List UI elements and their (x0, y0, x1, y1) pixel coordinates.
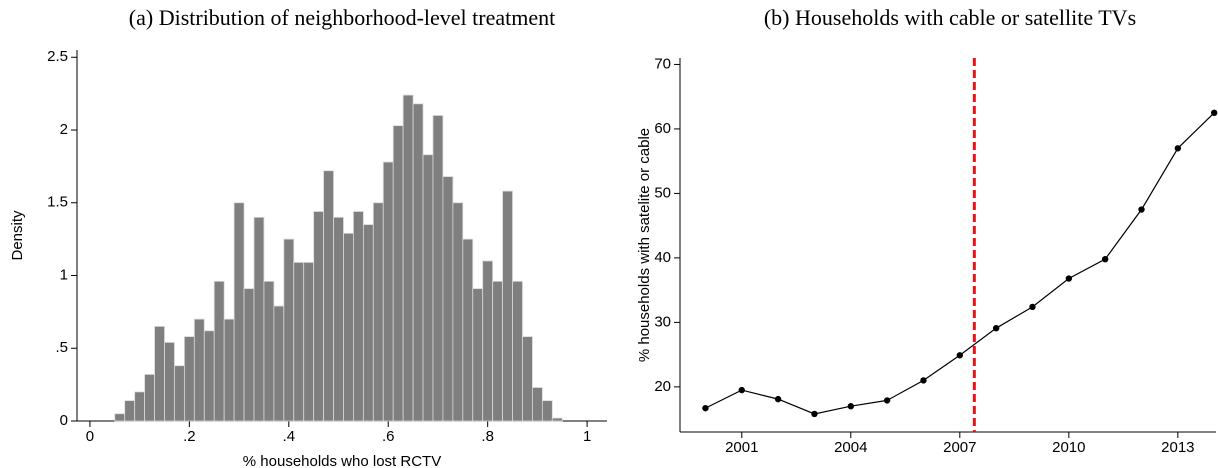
x-tick-label: .4 (283, 428, 296, 445)
bar (223, 318, 235, 422)
x-tick-label: .6 (382, 428, 395, 445)
point (738, 386, 745, 394)
y-tick-label: 1 (60, 266, 68, 283)
bar (343, 232, 354, 422)
x-tick-label: 2004 (834, 439, 867, 456)
chart-title: (b) Households with cable or satellite T… (764, 5, 1136, 30)
bar (233, 202, 245, 422)
bar (442, 176, 454, 422)
point (1101, 255, 1109, 263)
point (1210, 109, 1218, 117)
x-tick-label: .8 (481, 428, 494, 445)
y-tick-label: 20 (654, 378, 671, 395)
y-tick-label: 70 (654, 55, 671, 72)
y-tick-label: 40 (654, 249, 671, 266)
x-tick-label: 2007 (943, 439, 976, 456)
bar (362, 224, 374, 422)
bar (472, 288, 484, 422)
point (811, 410, 818, 418)
point (920, 377, 927, 384)
bar (323, 170, 334, 422)
bar (412, 103, 424, 422)
bar (213, 280, 225, 422)
x-tick-label: 0 (86, 428, 94, 445)
bar (353, 211, 364, 422)
point (847, 403, 854, 410)
bar (193, 318, 205, 422)
bar (492, 280, 503, 422)
bar (392, 125, 404, 422)
y-tick-label: 1.5 (47, 194, 68, 211)
y-tick-label: 2.5 (47, 48, 68, 65)
bar (243, 288, 255, 422)
bar (134, 391, 146, 422)
bar (502, 190, 513, 422)
bar (144, 374, 155, 422)
bar (333, 216, 344, 422)
bar (532, 387, 543, 422)
y-tick-label: 30 (654, 313, 671, 330)
x-axis-label: % households who lost RCTV (243, 453, 441, 468)
y-tick-label: 2 (60, 121, 68, 138)
bar (273, 305, 285, 422)
bar (263, 280, 275, 422)
point (1065, 275, 1073, 282)
x-tick-label: 1 (583, 428, 591, 445)
point (956, 352, 964, 359)
bar (203, 330, 215, 422)
bar (422, 154, 434, 422)
point (774, 395, 782, 403)
bar (522, 336, 533, 422)
y-tick-label: 50 (654, 184, 671, 201)
point (1029, 303, 1036, 311)
bar (452, 202, 464, 422)
bar (313, 211, 325, 422)
point (992, 324, 1000, 332)
bar (512, 280, 523, 422)
y-tick-label: .5 (55, 339, 68, 356)
bar (293, 262, 305, 422)
bar (541, 400, 553, 422)
chart-title: (a) Distribution of neighborhood-level t… (129, 5, 555, 30)
bar (124, 400, 136, 422)
line (705, 112, 1215, 415)
bar (551, 417, 563, 422)
y-axis-label: Density (9, 210, 26, 261)
y-axis-label: % households with satelite or cable (636, 128, 653, 362)
bar (174, 365, 185, 422)
x-tick-label: 2013 (1161, 439, 1194, 456)
x-tick-label: 2010 (1052, 439, 1085, 456)
x-tick-label: .2 (183, 428, 196, 445)
bar (462, 238, 474, 422)
bar (114, 413, 126, 422)
bar (183, 336, 195, 422)
point (1174, 145, 1182, 152)
bar (283, 238, 295, 422)
bar (482, 260, 494, 422)
bar (402, 94, 414, 422)
x-tick-label: 2001 (725, 439, 758, 456)
bar (303, 262, 315, 422)
bar (382, 161, 394, 422)
point (883, 397, 891, 404)
bar (164, 342, 175, 422)
point (702, 404, 709, 412)
bar (154, 326, 165, 422)
bar (432, 115, 444, 422)
bar (253, 216, 265, 422)
point (1138, 206, 1145, 213)
y-tick-label: 60 (654, 120, 671, 137)
bar (372, 202, 384, 422)
y-tick-label: 0 (60, 412, 68, 429)
